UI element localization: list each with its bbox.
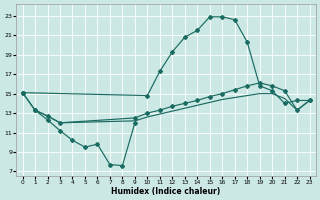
X-axis label: Humidex (Indice chaleur): Humidex (Indice chaleur) [111,187,221,196]
